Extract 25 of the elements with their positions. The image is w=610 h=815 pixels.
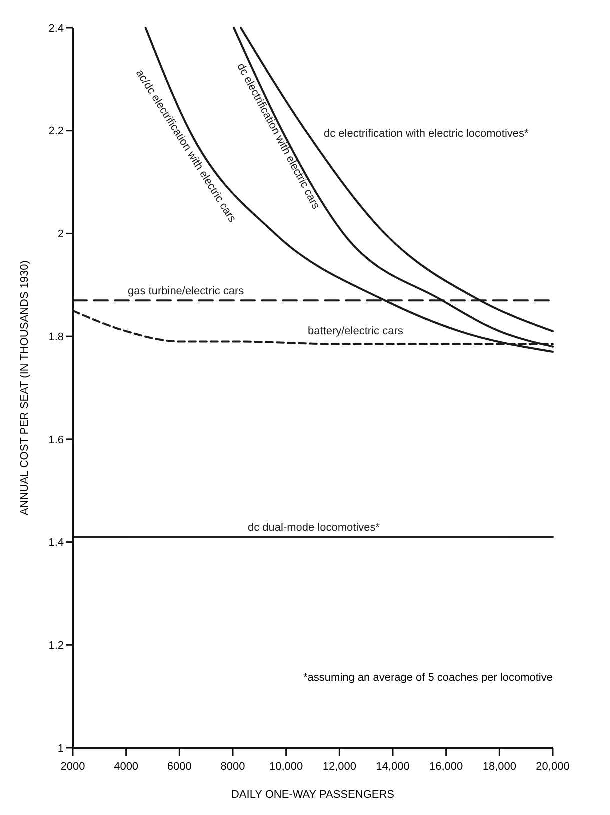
- y-tick-label: 1.4: [48, 537, 64, 550]
- x-axis-title: DAILY ONE-WAY PASSENGERS: [231, 789, 395, 801]
- y-tick-label: 2: [58, 228, 64, 241]
- x-tick-label: 6000: [167, 761, 192, 773]
- x-tick-label: 4000: [114, 761, 139, 773]
- x-tick-label: 2000: [60, 761, 86, 773]
- y-tick-label: 2.2: [48, 126, 64, 138]
- x-tick-label: 12,000: [322, 761, 356, 773]
- series-label: battery/electric cars: [308, 326, 404, 338]
- series-label: gas turbine/electric cars: [128, 286, 245, 298]
- x-tick-label: 16,000: [430, 761, 464, 773]
- y-tick-label: 1.8: [48, 331, 64, 344]
- y-tick-label: 2.4: [48, 22, 64, 35]
- x-tick-label: 20,000: [536, 761, 570, 773]
- x-tick-label: 10,000: [270, 761, 304, 773]
- y-tick-label: 1.6: [48, 434, 64, 446]
- annotation: *assuming an average of 5 coaches per locomotive: [304, 672, 553, 684]
- series-label: dc electrification with electric locomotives*: [324, 128, 530, 140]
- y-axis-title: ANNUAL COST PER SEAT (IN THOUSANDS 1930): [19, 260, 31, 516]
- x-tick-label: 14,000: [376, 761, 410, 773]
- y-tick-label: 1: [58, 742, 64, 755]
- x-tick-label: 8000: [220, 761, 246, 773]
- x-tick-label: 18,000: [482, 761, 516, 773]
- series-label: dc dual-mode locomotives*: [248, 522, 381, 534]
- y-tick-label: 1.2: [48, 640, 64, 652]
